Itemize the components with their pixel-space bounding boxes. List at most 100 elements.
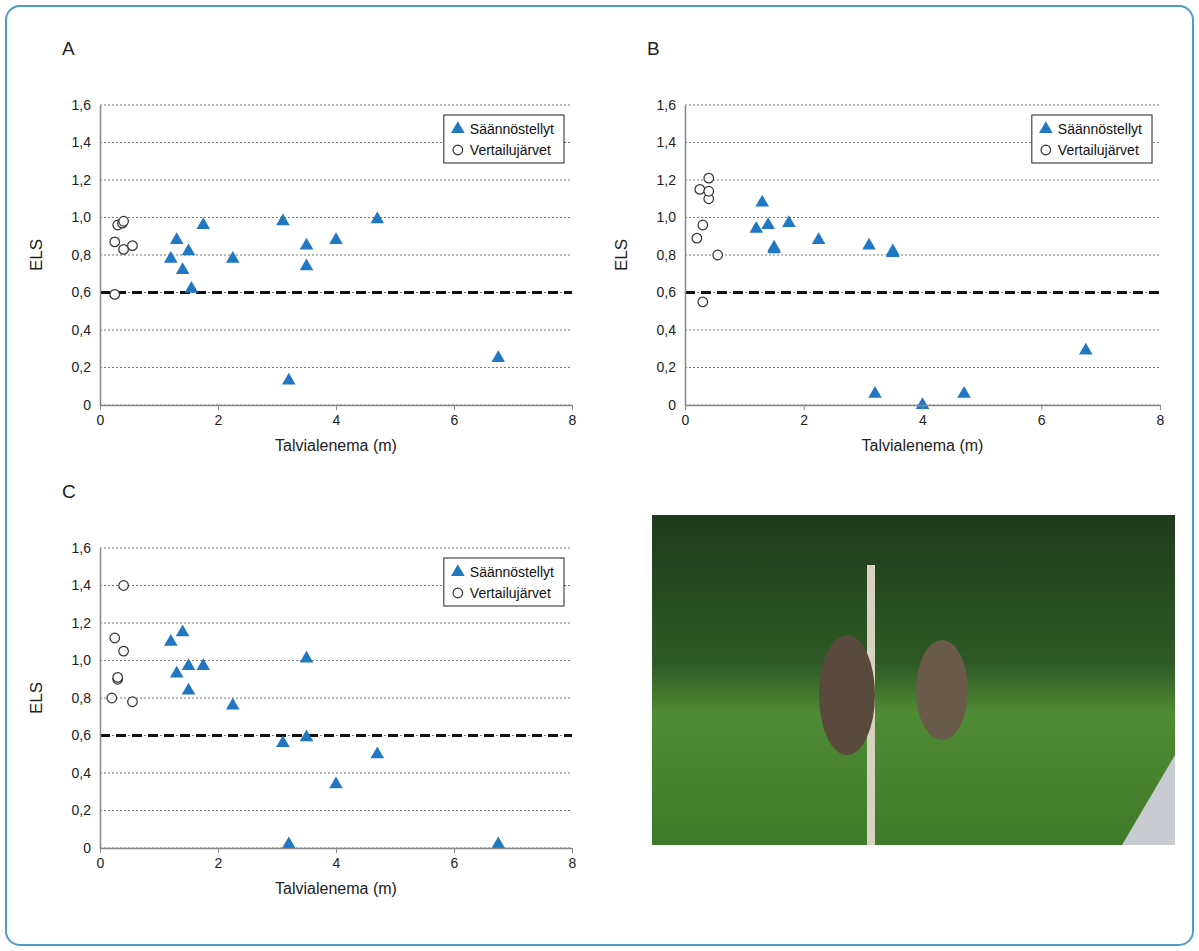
tick: 8 [569, 405, 577, 428]
grid-line [100, 217, 572, 218]
legend-symbol [1041, 145, 1051, 155]
legend-symbol [451, 564, 465, 576]
tick: 4 [333, 848, 341, 871]
grid-line [685, 292, 1160, 293]
point [300, 730, 314, 742]
grid-line [100, 548, 572, 549]
point [755, 195, 769, 207]
point [196, 658, 210, 670]
tick: 0,8 [72, 690, 100, 706]
legend-symbol [453, 588, 463, 598]
point [110, 290, 120, 300]
tick-label: 0 [83, 397, 91, 413]
grid [100, 548, 572, 848]
point [704, 173, 714, 183]
tick-label: 2 [800, 412, 808, 428]
legend-label: Säännöstellyt [1058, 121, 1142, 137]
tick: 2 [215, 848, 223, 871]
x-axis-title: Talvialenema (m) [862, 437, 984, 454]
grid-line [100, 735, 572, 736]
tick-label: 0,4 [657, 322, 677, 338]
tick-label: 8 [1157, 412, 1165, 428]
tick: 0,6 [657, 284, 685, 300]
grid-line [100, 660, 572, 661]
point [713, 250, 723, 260]
tick-label: 0 [97, 412, 105, 428]
tick: 1,6 [72, 540, 100, 556]
legend-symbol [451, 121, 465, 133]
tick: 6 [1038, 405, 1046, 428]
tick: 0,2 [72, 802, 100, 818]
series [107, 581, 137, 707]
legend-box [444, 115, 564, 163]
point [886, 245, 900, 257]
axis-line [100, 549, 102, 849]
point [113, 673, 123, 683]
axis-line [685, 106, 687, 406]
grid-line [100, 105, 572, 106]
tick: 1,6 [72, 97, 100, 113]
tick-mark [1160, 405, 1161, 410]
panel: 0246800,20,40,60,81,01,21,41,6Säännöstel… [612, 38, 1165, 454]
legend-label: Säännöstellyt [470, 121, 554, 137]
tick: 0 [682, 405, 690, 428]
reference-line [100, 734, 572, 737]
tick: 6 [451, 405, 459, 428]
point [767, 240, 781, 252]
legend: Säännöstellyt Vertailujärvet [444, 115, 564, 163]
tick-mark [336, 405, 337, 410]
photo-figure [916, 640, 968, 740]
tick-mark [572, 405, 573, 410]
legend-box [1032, 115, 1152, 163]
point [119, 216, 129, 226]
point [491, 836, 505, 848]
grid-line [100, 773, 572, 774]
tick: 0,8 [657, 247, 685, 263]
photo-boat [1122, 755, 1175, 845]
legend: SäännöstellytVertailujärvet [1032, 115, 1152, 163]
tick: 0 [668, 397, 685, 413]
frame [6, 6, 1193, 945]
grid-line [685, 105, 1160, 106]
tick-label: 8 [569, 412, 577, 428]
tick-label: 2 [215, 855, 223, 871]
tick: 1,4 [657, 134, 685, 150]
point [862, 238, 876, 250]
point [176, 625, 190, 637]
tick-label: 0 [682, 412, 690, 428]
grid-line [685, 180, 1160, 181]
legend-symbol [453, 145, 463, 155]
point [704, 186, 714, 196]
legend-label: Vertailujärvet [470, 142, 551, 158]
grid [685, 105, 1160, 405]
tick: 0,2 [657, 359, 685, 375]
point [196, 217, 210, 229]
plot-area [685, 173, 1160, 409]
tick: 4 [333, 405, 341, 428]
tick: 6 [451, 848, 459, 871]
tick: 1,0 [657, 209, 685, 225]
point [695, 185, 705, 195]
point [276, 735, 290, 747]
point [128, 697, 138, 707]
x-axis-title: Talvialenema (m) [275, 437, 397, 454]
grid-line [100, 292, 572, 293]
series [164, 625, 505, 849]
point [957, 386, 971, 398]
tick-mark [572, 848, 573, 853]
figure: 0246800,20,40,60,81,01,21,41,6Säännöstel… [0, 0, 1199, 951]
legend-symbol [1039, 121, 1053, 133]
y-axis-title: ELS [27, 239, 46, 271]
point [170, 232, 184, 244]
series [164, 212, 505, 385]
tick: 1,6 [657, 97, 685, 113]
tick-label: 1,6 [72, 540, 92, 556]
tick-label: 1,4 [657, 134, 677, 150]
point [300, 651, 314, 663]
point [692, 233, 702, 243]
x-axis: 02468 [682, 405, 1165, 428]
grid-line [685, 367, 1160, 368]
tick-mark [218, 405, 219, 410]
tick: 1,4 [72, 577, 100, 593]
tick: 0,8 [72, 247, 100, 263]
